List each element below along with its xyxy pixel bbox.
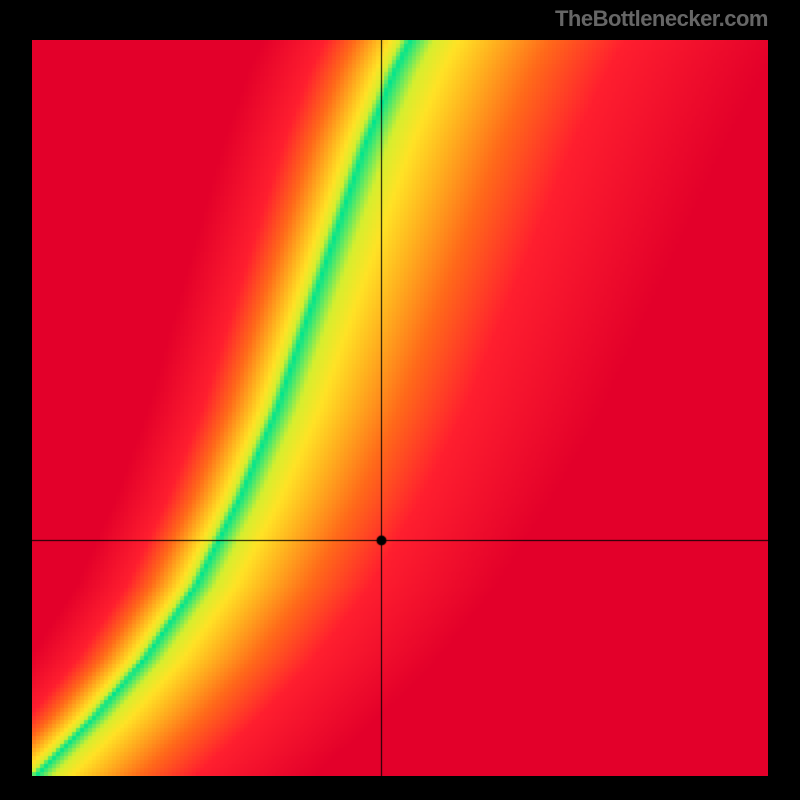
- heatmap-plot: [32, 40, 768, 776]
- watermark-title: TheBottlenecker.com: [555, 6, 768, 32]
- heatmap-canvas: [32, 40, 768, 776]
- chart-container: TheBottlenecker.com: [0, 0, 800, 800]
